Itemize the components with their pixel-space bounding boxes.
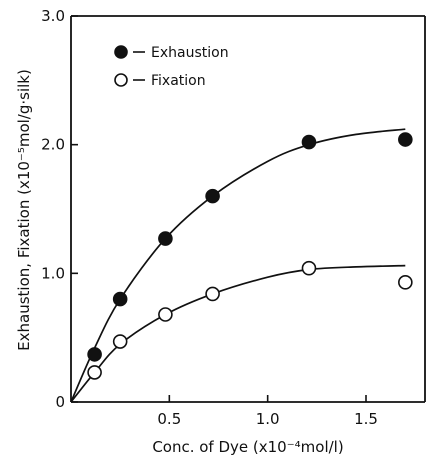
- fitted-curves: [70, 128, 406, 403]
- tick-labels: 0 1.0 2.0 3.0 0.5 1.0 1.5: [41, 7, 378, 428]
- x-tick-label: 1.5: [354, 410, 378, 428]
- exhaustion-curve: [70, 128, 406, 403]
- fixation-point: [112, 334, 128, 349]
- exhaustion-point: [301, 134, 317, 150]
- legend-exhaustion-marker: [114, 45, 128, 59]
- fixation-point: [205, 286, 220, 302]
- fixation-curve: [70, 264, 406, 403]
- legend-fixation-label: Fixation: [151, 73, 206, 89]
- x-tick-label: 1.0: [256, 410, 280, 428]
- fixation-point: [158, 307, 173, 322]
- y-tick-label: 0: [55, 393, 65, 411]
- fixation-point: [398, 275, 413, 290]
- exhaustion-point: [158, 231, 173, 246]
- legend: Exhaustion Fixation: [114, 45, 229, 89]
- y-tick-label: 1.0: [41, 264, 65, 282]
- data-points: [87, 132, 413, 380]
- y-axis-title: Exhaustion, Fixation (x10⁻⁵mol/g·silk): [15, 69, 33, 351]
- legend-exhaustion-label: Exhaustion: [151, 45, 229, 61]
- legend-fixation-marker: [114, 73, 128, 87]
- exhaustion-point: [87, 347, 102, 362]
- exhaustion-point: [205, 188, 220, 204]
- fixation-point: [301, 260, 317, 276]
- y-tick-label: 2.0: [41, 136, 65, 154]
- exhaustion-point: [112, 291, 128, 307]
- y-tick-label: 3.0: [41, 7, 65, 25]
- x-axis-title: Conc. of Dye (x10⁻⁴mol/l): [152, 438, 343, 456]
- ticks: [71, 15, 367, 403]
- exhaustion-point: [398, 132, 413, 147]
- x-tick-label: 0.5: [157, 410, 181, 428]
- fixation-point: [87, 365, 102, 380]
